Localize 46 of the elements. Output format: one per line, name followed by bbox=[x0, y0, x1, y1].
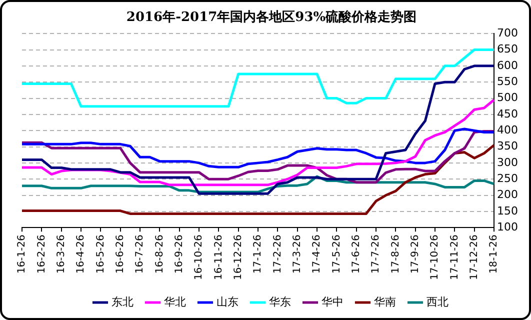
y-tick-label: 350 bbox=[497, 140, 518, 153]
x-tick-label: 16-9-26 bbox=[174, 234, 185, 274]
x-tick-label: 17-2-26 bbox=[272, 234, 284, 274]
x-tick-label: 17-10-26 bbox=[430, 234, 441, 280]
x-tick-label: 16-1-26 bbox=[16, 234, 28, 274]
x-tick-label: 18-1-26 bbox=[488, 234, 500, 274]
legend-label: 山东 bbox=[216, 295, 238, 308]
y-tick-label: 100 bbox=[497, 220, 518, 234]
y-tick-label: 200 bbox=[497, 188, 518, 202]
x-tick-label: 16-5-26 bbox=[95, 234, 106, 274]
x-tick-label: 17-3-26 bbox=[292, 234, 303, 274]
x-tick-label: 16-3-26 bbox=[56, 234, 67, 274]
x-tick-label: 17-9-26 bbox=[410, 234, 421, 274]
legend-label: 西北 bbox=[426, 295, 448, 308]
y-tick-label: 450 bbox=[497, 107, 518, 120]
y-tick-label: 400 bbox=[497, 123, 518, 136]
legend-label: 华东 bbox=[268, 295, 291, 308]
x-tick-label: 17-6-26 bbox=[350, 234, 362, 274]
y-tick-label: 700 bbox=[497, 26, 518, 40]
x-tick-label: 17-12-26 bbox=[468, 234, 480, 280]
chart-title: 2016年-2017年国内各地区93%硫酸价格走势图 bbox=[126, 9, 417, 26]
x-tick-label: 16-12-26 bbox=[232, 234, 244, 280]
x-tick-label: 16-6-26 bbox=[114, 234, 126, 274]
legend-label: 华中 bbox=[321, 295, 344, 308]
legend-label: 华南 bbox=[374, 295, 396, 308]
y-tick-label: 550 bbox=[497, 74, 518, 88]
x-tick-label: 16-4-26 bbox=[76, 234, 87, 274]
x-tick-label: 16-10-26 bbox=[194, 234, 205, 280]
x-tick-label: 16-8-26 bbox=[154, 234, 166, 274]
y-tick-label: 500 bbox=[497, 91, 518, 104]
x-tick-label: 16-11-26 bbox=[213, 234, 224, 280]
x-tick-label: 16-7-26 bbox=[134, 234, 146, 274]
legend-label: 华北 bbox=[164, 295, 186, 308]
x-tick-label: 17-11-26 bbox=[449, 234, 460, 280]
y-tick-label: 600 bbox=[497, 58, 518, 72]
y-tick-label: 250 bbox=[497, 172, 518, 185]
y-tick-label: 150 bbox=[497, 204, 518, 218]
x-tick-label: 17-5-26 bbox=[331, 234, 342, 274]
x-tick-label: 17-4-26 bbox=[312, 234, 323, 274]
x-tick-label: 17-7-26 bbox=[370, 234, 382, 274]
y-tick-label: 300 bbox=[497, 156, 518, 169]
x-tick-label: 17-8-26 bbox=[390, 234, 402, 274]
y-tick-label: 650 bbox=[497, 42, 518, 56]
legend-label: 东北 bbox=[111, 295, 134, 308]
x-tick-label: 17-1-26 bbox=[252, 234, 264, 274]
x-tick-label: 16-2-26 bbox=[36, 234, 48, 274]
